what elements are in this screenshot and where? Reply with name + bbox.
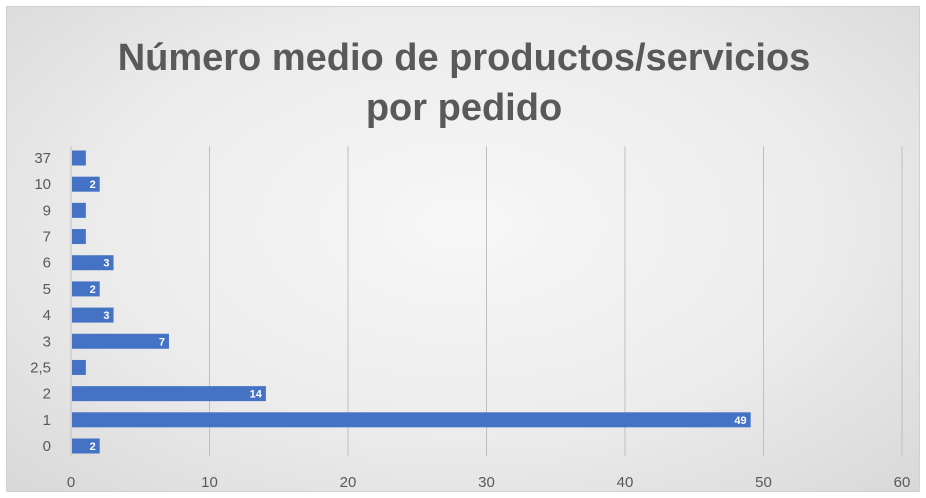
y-tick-label: 6	[43, 255, 51, 272]
data-label: 14	[250, 389, 263, 401]
y-tick-label: 3	[43, 333, 51, 350]
bar	[72, 150, 86, 166]
y-tick-label: 1	[43, 412, 51, 429]
x-tick-label: 0	[67, 474, 75, 491]
data-label: 2	[90, 179, 96, 191]
bar	[72, 176, 100, 192]
chart-title-line-1: Número medio de productos/servicios	[117, 37, 811, 79]
x-tick-label: 20	[340, 474, 357, 491]
bar	[72, 229, 86, 245]
y-tick-label: 37	[34, 150, 51, 167]
bar	[72, 255, 114, 271]
x-tick-label: 60	[894, 474, 911, 491]
bar	[72, 202, 86, 218]
x-tick-label: 40	[617, 474, 634, 491]
y-tick-label: 7	[43, 229, 51, 246]
data-label: 2	[90, 284, 96, 296]
bar	[72, 333, 169, 349]
data-label: 2	[90, 441, 96, 453]
y-tick-label: 4	[43, 307, 51, 324]
x-tick-label: 30	[478, 474, 495, 491]
bar	[72, 307, 114, 323]
y-tick-label: 5	[43, 281, 51, 298]
y-tick-label: 10	[34, 176, 51, 193]
bar	[72, 412, 751, 428]
bar	[72, 281, 100, 297]
bar	[72, 438, 100, 454]
data-label: 3	[103, 310, 109, 322]
chart-card: Número medio de productos/servicios por …	[6, 6, 920, 492]
y-tick-label: 9	[43, 202, 51, 219]
bar	[72, 359, 86, 375]
y-tick-label: 2,5	[30, 359, 51, 376]
chart-title-line-2: por pedido	[365, 87, 563, 129]
x-tick-label: 10	[201, 474, 218, 491]
x-tick-label: 50	[755, 474, 772, 491]
y-tick-label: 0	[43, 438, 51, 455]
bar	[72, 386, 266, 402]
data-label: 3	[103, 258, 109, 270]
data-label: 49	[734, 415, 746, 427]
data-label: 7	[159, 336, 165, 348]
y-tick-label: 2	[43, 386, 51, 403]
